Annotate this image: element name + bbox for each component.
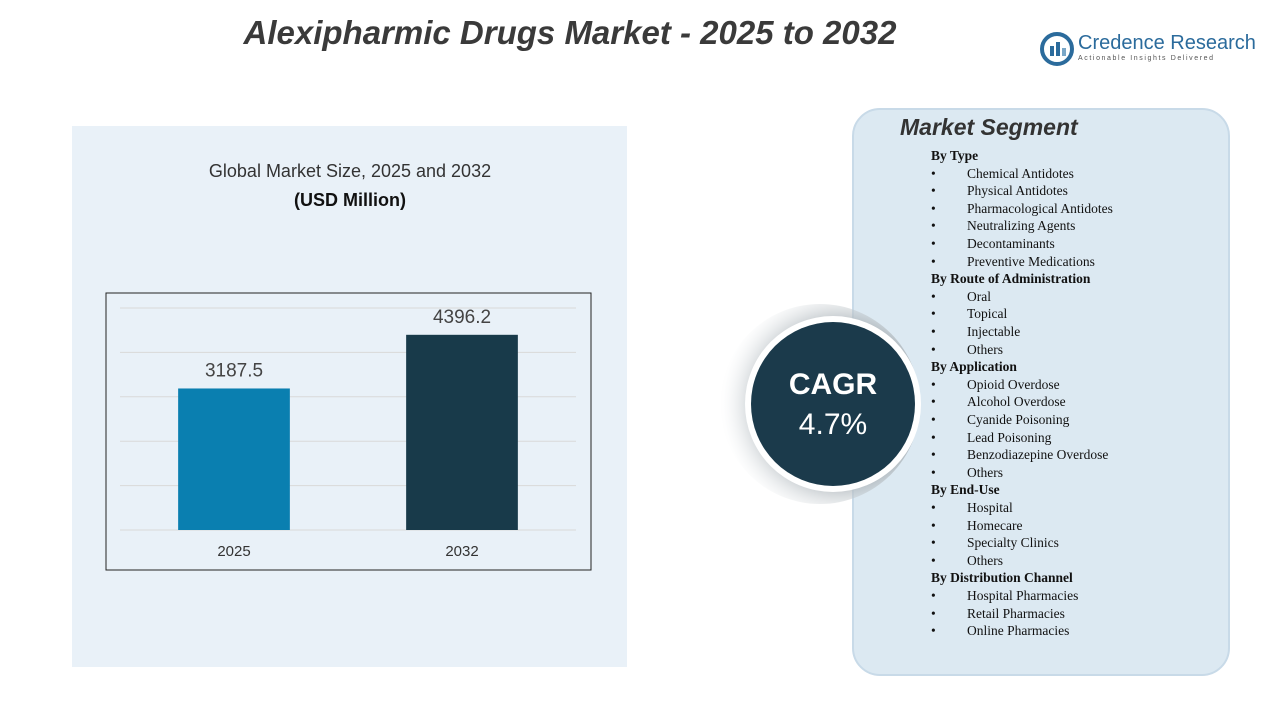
- page-title: Alexipharmic Drugs Market - 2025 to 2032: [243, 14, 897, 51]
- bullet: •: [931, 165, 936, 181]
- bullet: •: [931, 588, 936, 603]
- data-label: 4396.2: [433, 307, 491, 328]
- logo-name: Credence Research: [1078, 32, 1256, 54]
- bullet: •: [931, 341, 936, 357]
- cagr-value: 4.7%: [799, 408, 867, 441]
- segment-item: Online Pharmacies: [967, 623, 1070, 639]
- segment-heading: By Application: [931, 359, 1017, 375]
- segment-item: Cyanide Poisoning: [967, 412, 1070, 427]
- bullet: •: [931, 200, 936, 216]
- segment-item: Neutralizing Agents: [967, 218, 1076, 234]
- segment-item: Oral: [967, 288, 991, 304]
- chart-title: Global Market Size, 2025 and 2032: [209, 161, 491, 181]
- segment-item: Homecare: [967, 517, 1023, 533]
- segment-item: Others: [967, 552, 1003, 568]
- bullet: •: [931, 306, 936, 322]
- cagr-circle: [751, 322, 915, 486]
- bullet: •: [931, 500, 936, 515]
- bar: [406, 334, 518, 530]
- chart-subtitle: (USD Million): [294, 190, 406, 210]
- segment-heading: By Distribution Channel: [931, 570, 1073, 586]
- segment-item: Lead Poisoning: [967, 429, 1052, 445]
- segment-title: Market Segment: [900, 114, 1078, 140]
- bullet: •: [931, 464, 936, 480]
- bar: [178, 388, 290, 530]
- segment-item: Decontaminants: [967, 236, 1055, 251]
- segment-item: Others: [967, 341, 1003, 357]
- segment-item: Specialty Clinics: [967, 535, 1059, 551]
- bullet: •: [931, 552, 936, 568]
- bullet: •: [931, 412, 936, 427]
- bullet: •: [931, 218, 936, 234]
- bullet: •: [931, 605, 936, 621]
- segment-item: Hospital: [967, 500, 1013, 515]
- bullet: •: [931, 288, 936, 304]
- segment-item: Injectable: [967, 324, 1021, 339]
- bullet: •: [931, 236, 936, 251]
- bullet: •: [931, 183, 936, 199]
- segment-item: Pharmacological Antidotes: [967, 200, 1113, 216]
- segment-item: Preventive Medications: [967, 253, 1095, 269]
- chart-frame: [105, 292, 592, 571]
- segment-heading: By Type: [931, 148, 979, 163]
- segment-item: Hospital Pharmacies: [967, 588, 1079, 603]
- bullet: •: [931, 447, 936, 463]
- segment-heading: By Route of Administration: [931, 271, 1091, 287]
- logo-tagline: Actionable Insights Delivered: [1078, 55, 1215, 62]
- segment-heading: By End-Use: [931, 482, 1000, 498]
- segment-item: Physical Antidotes: [967, 183, 1068, 199]
- segment-item: Chemical Antidotes: [967, 165, 1074, 181]
- bullet: •: [931, 253, 936, 269]
- segment-item: Alcohol Overdose: [967, 394, 1066, 410]
- bullet: •: [931, 394, 936, 410]
- segment-item: Others: [967, 464, 1003, 480]
- bullet: •: [931, 376, 936, 392]
- bullet: •: [931, 324, 936, 339]
- data-label: 3187.5: [205, 360, 263, 381]
- bullet: •: [931, 623, 936, 639]
- segment-item: Benzodiazepine Overdose: [967, 447, 1109, 463]
- segment-item: Opioid Overdose: [967, 376, 1060, 392]
- logo-icon: [1040, 32, 1074, 66]
- segment-item: Retail Pharmacies: [967, 605, 1065, 621]
- segment-item: Topical: [967, 306, 1008, 322]
- bullet: •: [931, 517, 936, 533]
- bullet: •: [931, 535, 936, 551]
- x-tick-label: 2025: [217, 543, 250, 560]
- cagr-label: CAGR: [789, 368, 878, 401]
- bullet: •: [931, 429, 936, 445]
- x-tick-label: 2032: [445, 543, 478, 560]
